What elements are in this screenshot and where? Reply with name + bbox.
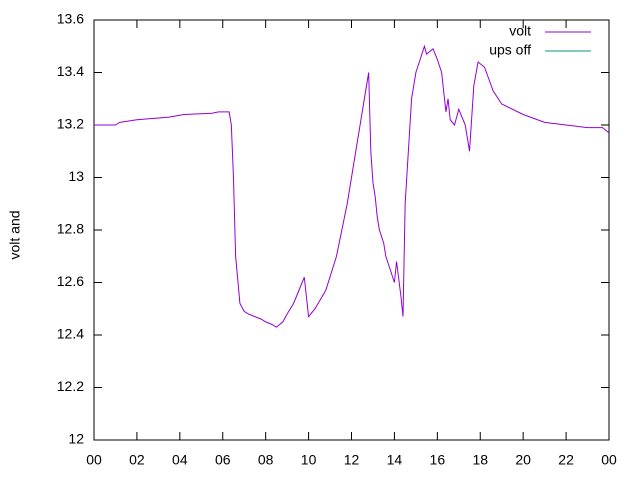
y-axis-label: volt and <box>7 210 23 259</box>
x-tick-label: 14 <box>387 452 403 468</box>
x-tick-label: 12 <box>344 452 360 468</box>
x-tick-label: 20 <box>515 452 531 468</box>
y-tick-label: 12.4 <box>57 326 84 342</box>
x-tick-label: 08 <box>258 452 274 468</box>
x-tick-label: 18 <box>472 452 488 468</box>
x-tick-label: 10 <box>301 452 317 468</box>
y-tick-label: 12 <box>68 431 84 447</box>
legend-label: volt <box>509 23 531 39</box>
x-tick-label: 00 <box>601 452 617 468</box>
data-line <box>94 44 610 328</box>
y-tick-label: 13.6 <box>57 11 84 27</box>
plot-frame <box>93 19 610 441</box>
x-tick-label: 06 <box>215 452 231 468</box>
y-tick-label: 13.4 <box>57 63 84 79</box>
legend-label: ups off <box>489 42 531 58</box>
x-tick-label: 02 <box>129 452 145 468</box>
y-tick-label: 12.2 <box>57 378 84 394</box>
y-tick-label: 13.2 <box>57 116 84 132</box>
y-tick-label: 12.6 <box>57 273 84 289</box>
y-tick-label: 13 <box>68 168 84 184</box>
x-tick-label: 16 <box>430 452 446 468</box>
x-tick-label: 22 <box>558 452 574 468</box>
x-tick-label: 04 <box>172 452 188 468</box>
y-tick-label: 12.8 <box>57 221 84 237</box>
x-tick-label: 00 <box>86 452 102 468</box>
